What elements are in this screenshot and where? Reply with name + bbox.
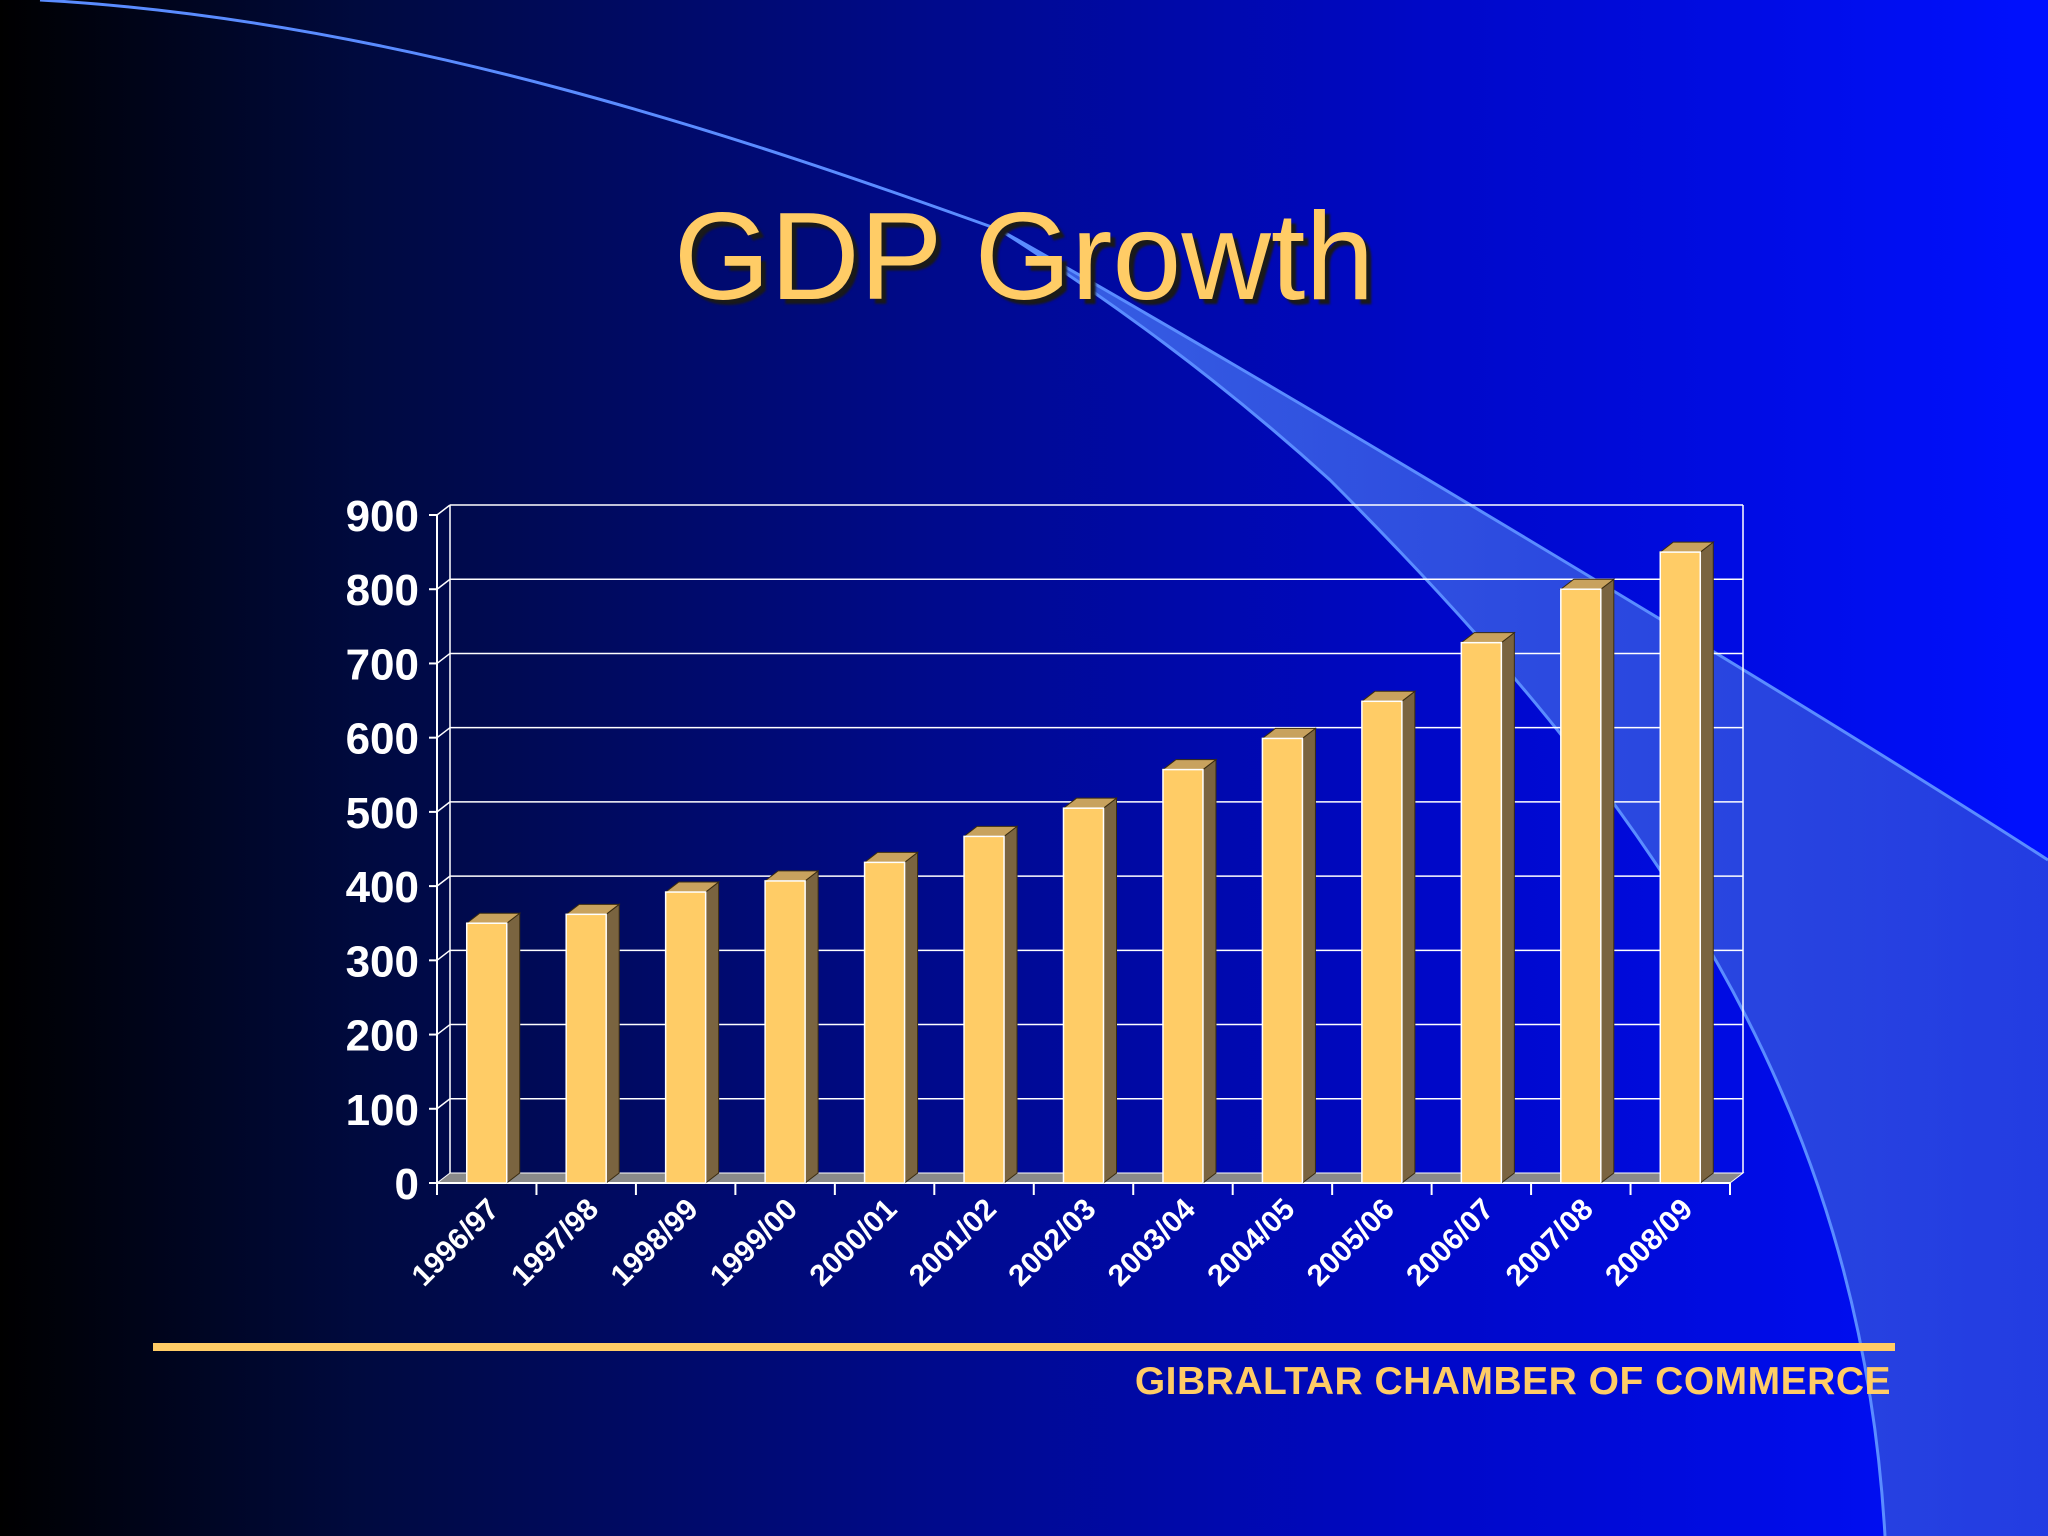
footer-organization: GIBRALTAR CHAMBER OF COMMERCE: [1134, 1360, 1891, 1403]
x-tick-label: 2005/06: [1301, 1193, 1401, 1293]
gridline-connector: [436, 1098, 451, 1110]
y-tick-label: 900: [346, 492, 419, 541]
bar-side: [1500, 631, 1515, 1185]
gridline-connector: [436, 727, 451, 739]
bar-2002/03: [1062, 797, 1118, 1185]
bar-2005/06: [1360, 690, 1417, 1185]
bar-2008/09: [1658, 541, 1715, 1185]
x-tick-label: 2008/09: [1599, 1193, 1699, 1293]
y-tick-label: 700: [346, 640, 419, 689]
bar-1997/98: [564, 903, 621, 1185]
gridline-connector: [436, 504, 451, 516]
gridline-connector: [436, 949, 451, 961]
gridline-connector: [436, 875, 451, 887]
y-tick-label: 500: [346, 789, 419, 838]
bar-side: [1202, 758, 1217, 1185]
bar-front: [1062, 807, 1105, 1184]
bar-side: [1699, 541, 1714, 1185]
gridline-connector: [436, 652, 451, 665]
bar-2000/01: [863, 851, 920, 1185]
y-tick-label: 100: [346, 1086, 419, 1135]
bar-side: [605, 903, 620, 1185]
gridline-connector: [436, 578, 451, 590]
bar-side: [1401, 690, 1416, 1185]
bar-1998/99: [664, 881, 721, 1185]
bar-front: [465, 922, 508, 1184]
bar-2007/08: [1559, 578, 1616, 1185]
y-tick-label: 0: [395, 1160, 419, 1209]
bar-2003/04: [1161, 758, 1218, 1185]
bar-2004/05: [1260, 727, 1317, 1185]
y-tick-label: 400: [346, 863, 419, 912]
slide-title: GDP Growth: [673, 188, 1375, 326]
x-tick-label: 2006/07: [1400, 1193, 1500, 1293]
y-tick-label: 800: [346, 566, 419, 615]
bar-front: [1560, 588, 1602, 1184]
bar-front: [1659, 551, 1702, 1184]
x-tick-label: 1996/97: [406, 1193, 506, 1293]
x-tick-label: 2004/05: [1201, 1193, 1301, 1293]
bar-side: [1003, 825, 1018, 1185]
x-tick-label: 2003/04: [1102, 1192, 1202, 1292]
bar-front: [1261, 737, 1304, 1184]
bar-front: [1460, 641, 1503, 1184]
x-tick-label: 1998/99: [605, 1193, 705, 1293]
bar-front: [565, 913, 607, 1184]
x-tick-label: 2002/03: [1002, 1193, 1102, 1293]
x-tick-label: 2001/02: [903, 1193, 1003, 1293]
x-tick-label: 1999/00: [704, 1193, 804, 1293]
bar-2006/07: [1459, 631, 1516, 1185]
bar-1996/97: [465, 912, 522, 1185]
x-tick-label: 2007/08: [1500, 1193, 1600, 1293]
bar-side: [1103, 797, 1117, 1185]
gridline-connector: [436, 1023, 451, 1036]
gridline-connector: [436, 801, 451, 813]
light-band: [1000, 230, 2048, 1536]
bar-side: [705, 881, 720, 1185]
y-tick-label: 200: [346, 1012, 419, 1061]
x-tick-label: 1997/98: [505, 1193, 605, 1293]
bar-side: [904, 851, 919, 1185]
bar-side: [804, 869, 819, 1185]
bar-front: [863, 861, 906, 1184]
bar-1999/00: [763, 869, 820, 1185]
bar-2001/02: [962, 825, 1019, 1185]
bar-front: [664, 891, 707, 1184]
bar-side: [1301, 727, 1316, 1185]
bar-front: [1162, 768, 1204, 1184]
bar-front: [963, 835, 1005, 1184]
bar-front: [764, 880, 806, 1184]
y-tick-label: 300: [346, 937, 419, 986]
x-tick-label: 2000/01: [804, 1193, 904, 1293]
bar-front: [1361, 700, 1403, 1184]
y-tick-label: 600: [346, 715, 419, 764]
bar-side: [1600, 578, 1615, 1185]
bar-side: [506, 912, 521, 1185]
footer-divider: [153, 1343, 1895, 1351]
